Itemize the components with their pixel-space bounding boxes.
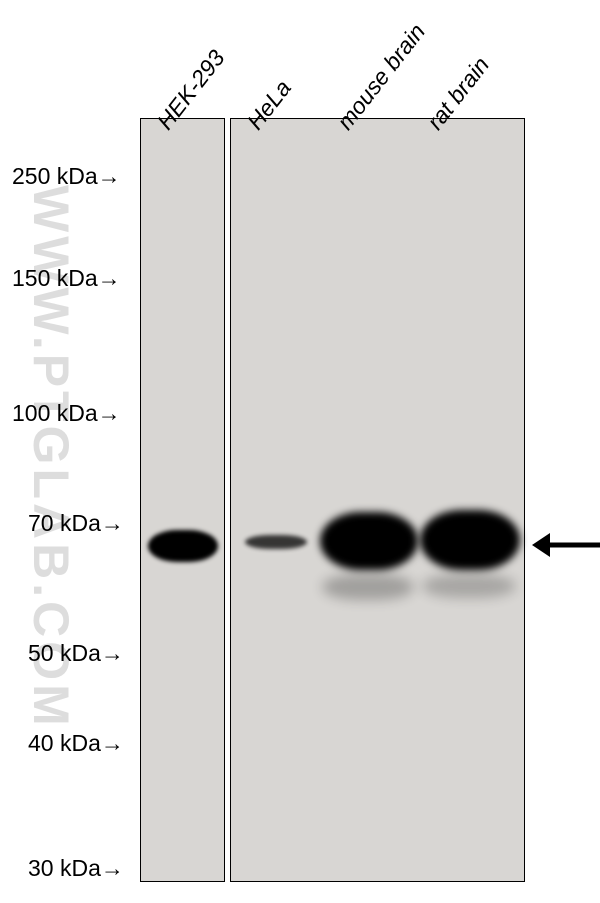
smear-rat-brain — [422, 574, 516, 598]
mw-label-100: 100 kDa→ — [12, 400, 121, 427]
mw-label-50: 50 kDa→ — [28, 640, 124, 667]
band-hela — [245, 535, 307, 549]
arrow-icon — [532, 528, 600, 562]
smear-mouse-brain — [322, 574, 414, 600]
mw-label-150: 150 kDa→ — [12, 265, 121, 292]
mw-label-250: 250 kDa→ — [12, 163, 121, 190]
western-blot-figure: WWW.PTGLAB.COM HEK-293 HeLa mouse brain … — [0, 0, 600, 903]
mw-label-30: 30 kDa→ — [28, 855, 124, 882]
blot-panel-2 — [230, 118, 525, 882]
band-mouse-brain — [320, 512, 418, 570]
band-hek293 — [148, 530, 218, 562]
blot-panel-1 — [140, 118, 225, 882]
mw-label-40: 40 kDa→ — [28, 730, 124, 757]
band-rat-brain — [420, 510, 520, 570]
mw-label-70: 70 kDa→ — [28, 510, 124, 537]
